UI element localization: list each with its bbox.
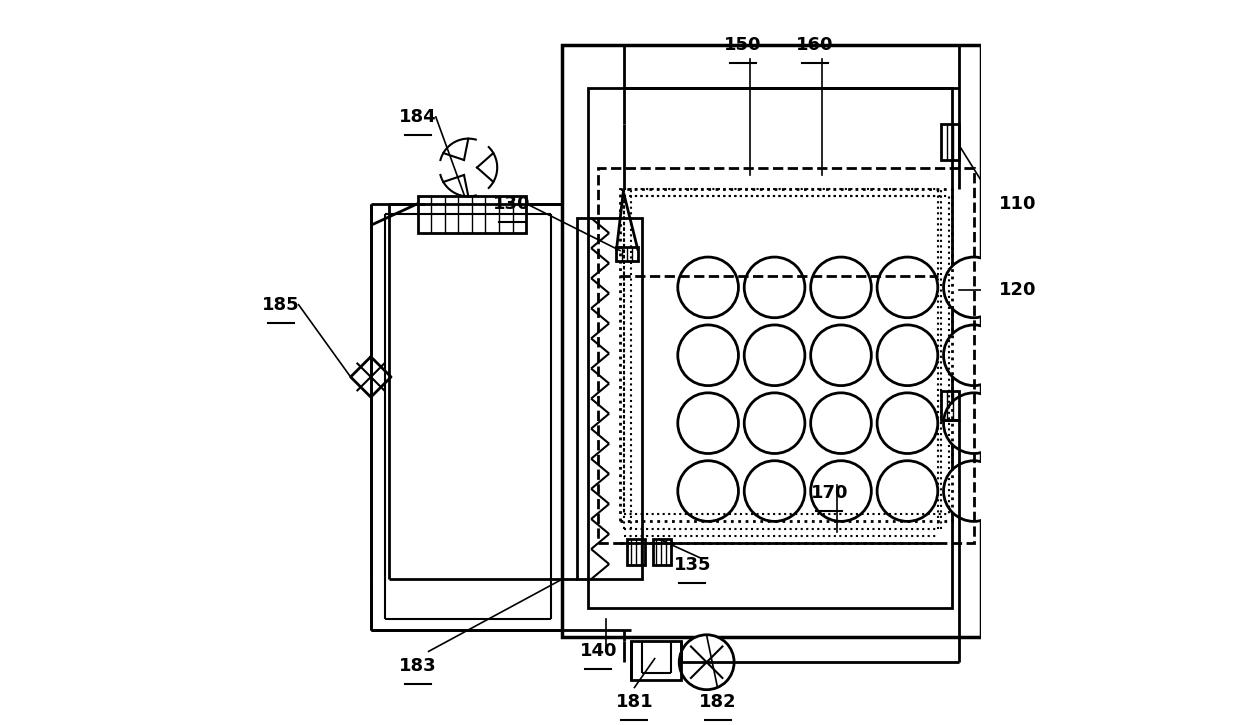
- Text: 182: 182: [698, 693, 737, 711]
- Bar: [577, 218, 641, 579]
- Circle shape: [1011, 325, 1070, 386]
- Text: 110: 110: [998, 194, 1035, 212]
- Text: 135: 135: [673, 556, 711, 573]
- Bar: [941, 124, 960, 160]
- Circle shape: [877, 325, 937, 386]
- Text: 140: 140: [579, 642, 618, 660]
- Circle shape: [877, 393, 937, 454]
- Circle shape: [944, 393, 1004, 454]
- Circle shape: [744, 325, 805, 386]
- Circle shape: [744, 257, 805, 318]
- Bar: [941, 392, 960, 420]
- Circle shape: [678, 393, 739, 454]
- Bar: [562, 45, 981, 637]
- Bar: [627, 539, 645, 565]
- Circle shape: [678, 257, 739, 318]
- Circle shape: [811, 257, 872, 318]
- Text: 170: 170: [811, 484, 848, 502]
- Circle shape: [1011, 257, 1070, 318]
- Circle shape: [678, 325, 739, 386]
- Text: 160: 160: [796, 36, 833, 54]
- Bar: [631, 641, 682, 680]
- Circle shape: [877, 257, 937, 318]
- Text: 183: 183: [399, 657, 436, 675]
- Bar: [418, 196, 526, 233]
- Circle shape: [811, 393, 872, 454]
- Circle shape: [944, 460, 1004, 521]
- Circle shape: [1011, 393, 1070, 454]
- Circle shape: [811, 325, 872, 386]
- Bar: [620, 189, 952, 521]
- Circle shape: [678, 460, 739, 521]
- Bar: [599, 167, 973, 543]
- Bar: [624, 196, 949, 514]
- Circle shape: [944, 257, 1004, 318]
- Text: 181: 181: [615, 693, 653, 711]
- Bar: [588, 88, 952, 608]
- Text: 184: 184: [399, 108, 436, 126]
- Circle shape: [680, 635, 734, 689]
- Text: 120: 120: [998, 281, 1035, 299]
- Circle shape: [744, 393, 805, 454]
- Bar: [652, 539, 671, 565]
- Circle shape: [944, 325, 1004, 386]
- Circle shape: [1011, 460, 1070, 521]
- Circle shape: [877, 460, 937, 521]
- Text: 185: 185: [262, 296, 299, 314]
- Circle shape: [811, 460, 872, 521]
- Circle shape: [744, 460, 805, 521]
- Bar: [616, 247, 639, 262]
- Text: 130: 130: [494, 194, 531, 212]
- Text: 150: 150: [724, 36, 761, 54]
